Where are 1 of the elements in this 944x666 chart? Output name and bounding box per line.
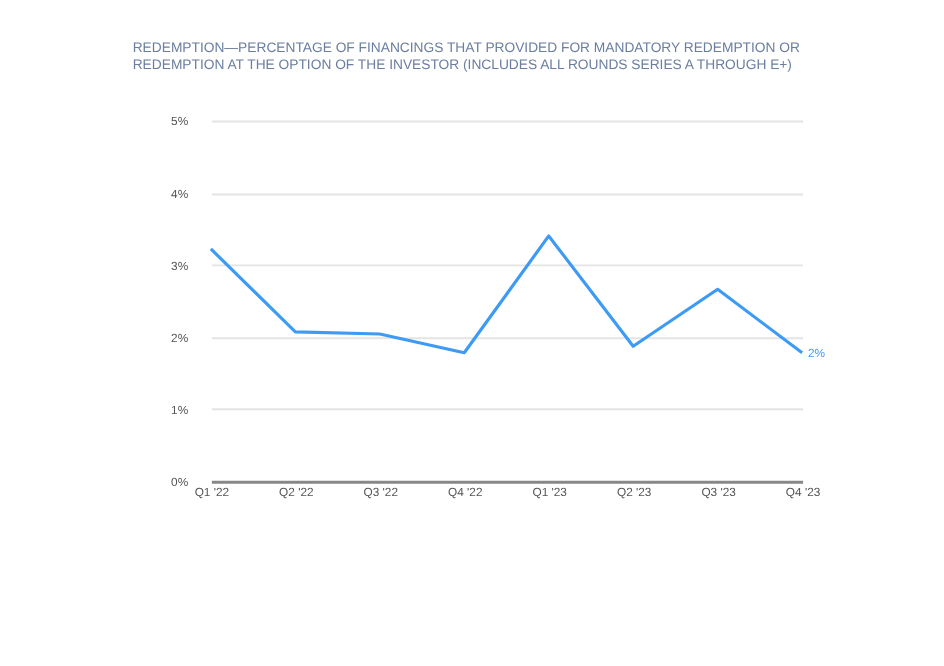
line-series [209,234,804,355]
